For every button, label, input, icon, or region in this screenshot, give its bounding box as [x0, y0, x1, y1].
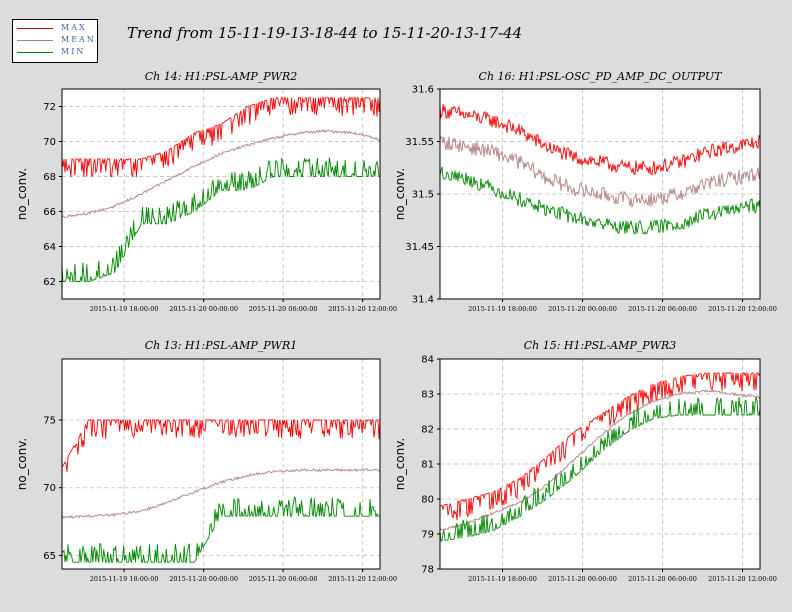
- x-tick-label: 2015-11-20 00:00:00: [548, 305, 617, 313]
- y-tick-label: 79: [421, 530, 434, 541]
- y-axis-label-ch13: no_conv.: [15, 438, 29, 490]
- legend-item-mean: MEAN: [17, 35, 95, 47]
- plot-border-ch13: [61, 358, 381, 570]
- plot-border-ch14: [61, 88, 381, 300]
- legend-swatch-max: [17, 28, 53, 29]
- x-tick-label: 2015-11-20 06:00:00: [249, 575, 318, 583]
- y-tick-label: 72: [43, 102, 56, 113]
- y-axis-label-ch15: no_conv.: [393, 438, 407, 490]
- x-tick-label: 2015-11-20 12:00:00: [328, 305, 397, 313]
- legend-swatch-min: [17, 52, 53, 53]
- legend-item-max: MAX: [17, 23, 95, 35]
- series-line-max-ch14: [61, 96, 381, 177]
- x-tick-label: 2015-11-19 18:00:00: [468, 305, 537, 313]
- chart-ch15: 78 79 80 81 82 83 84 2015-11-19 18:00:00 2015-11…: [393, 355, 777, 584]
- x-tick-label: 2015-11-20 06:00:00: [628, 575, 697, 583]
- chart-ch14: 62 64 66 68 70 72 2015-11-19 18:00:00 2015-11-2…: [15, 88, 397, 313]
- legend-item-min: MIN: [17, 47, 95, 59]
- y-tick-label: 65: [43, 551, 56, 562]
- y-tick-label: 64: [43, 242, 56, 253]
- chart-ch16: 31.4 31.45 31.5 31.55 31.6 2015-11-19 18:00:0…: [393, 85, 777, 314]
- x-tick-label: 2015-11-20 00:00:00: [169, 575, 238, 583]
- x-tick-label: 2015-11-20 06:00:00: [628, 305, 697, 313]
- y-tick-label: 70: [43, 483, 56, 494]
- y-tick-label: 78: [421, 565, 434, 576]
- x-tick-label: 2015-11-20 00:00:00: [548, 575, 617, 583]
- series-line-max-ch16: [439, 104, 761, 176]
- x-tick-label: 2015-11-20 12:00:00: [708, 305, 777, 313]
- series-line-min-ch14: [61, 157, 380, 282]
- y-tick-label: 82: [421, 425, 434, 436]
- series-line-mean-ch16: [439, 136, 761, 209]
- series-line-min-ch13: [61, 496, 380, 564]
- panel-title-ch15: Ch 15: H1:PSL-AMP_PWR3: [523, 339, 677, 352]
- series-line-max-ch13: [61, 418, 381, 472]
- legend-label-min: MIN: [61, 47, 86, 56]
- y-tick-label: 31.55: [405, 137, 434, 148]
- legend-label-mean: MEAN: [61, 35, 96, 44]
- y-tick-label: 31.5: [412, 190, 434, 201]
- series-line-mean-ch13: [61, 468, 381, 520]
- panel-title-ch14: Ch 14: H1:PSL-AMP_PWR2: [144, 70, 298, 83]
- y-axis-label-ch14: no_conv.: [15, 168, 29, 220]
- panel-title-ch16: Ch 16: H1:PSL-OSC_PD_AMP_DC_OUTPUT: [478, 70, 722, 83]
- y-tick-label: 31.6: [412, 85, 434, 96]
- x-tick-label: 2015-11-19 18:00:00: [468, 575, 537, 583]
- series-line-min-ch15: [439, 396, 761, 542]
- plot-area-ch14: [62, 89, 380, 299]
- series-line-max-ch15: [439, 371, 761, 521]
- y-tick-label: 84: [421, 355, 434, 366]
- legend-label-max: MAX: [61, 23, 87, 32]
- series-line-mean-ch15: [439, 389, 761, 532]
- plot-area-ch15: [440, 359, 760, 569]
- series-line-min-ch16: [439, 166, 761, 235]
- y-axis-label-ch16: no_conv.: [393, 168, 407, 220]
- x-tick-label: 2015-11-20 12:00:00: [328, 575, 397, 583]
- panel-title-ch13: Ch 13: H1:PSL-AMP_PWR1: [144, 339, 298, 352]
- x-tick-label: 2015-11-19 18:00:00: [90, 305, 159, 313]
- y-tick-label: 66: [43, 207, 56, 218]
- y-tick-label: 31.45: [405, 242, 434, 253]
- y-tick-label: 62: [43, 277, 56, 288]
- y-tick-label: 83: [421, 390, 434, 401]
- x-tick-label: 2015-11-20 06:00:00: [249, 305, 318, 313]
- x-tick-label: 2015-11-20 00:00:00: [169, 305, 238, 313]
- plot-area-ch13: [62, 359, 380, 569]
- y-tick-label: 70: [43, 137, 56, 148]
- y-tick-label: 68: [43, 172, 56, 183]
- page-title: Trend from 15-11-19-13-18-44 to 15-11-20…: [127, 24, 523, 42]
- y-tick-label: 81: [421, 460, 434, 471]
- chart-ch13: 65 70 75 2015-11-19 18:00:00 2015-11-20 00:0…: [15, 358, 397, 583]
- legend-box: MAX MEAN MIN: [12, 19, 98, 63]
- x-tick-label: 2015-11-20 12:00:00: [708, 575, 777, 583]
- y-tick-label: 80: [421, 495, 434, 506]
- series-line-mean-ch14: [61, 128, 381, 219]
- y-tick-label: 31.4: [412, 295, 434, 306]
- x-tick-label: 2015-11-19 18:00:00: [90, 575, 159, 583]
- y-tick-label: 75: [43, 415, 56, 426]
- legend-swatch-mean: [17, 40, 53, 41]
